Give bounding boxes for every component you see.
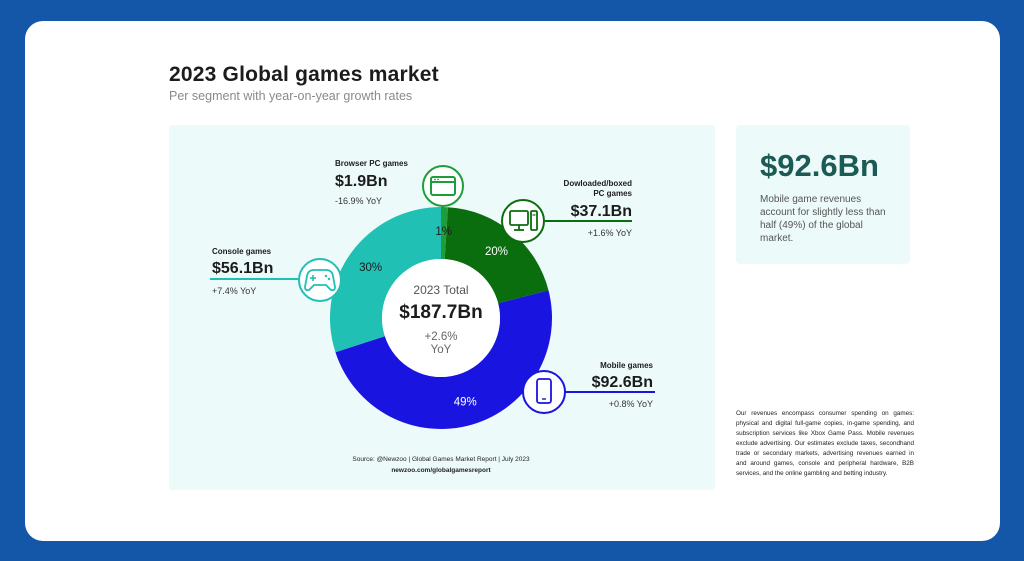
- label-mobile-name: Mobile games: [600, 361, 653, 370]
- mobile-highlight-panel: [736, 125, 910, 264]
- label-pc-value: $37.1Bn: [571, 203, 632, 220]
- donut-hole: [382, 259, 500, 377]
- source-url: newzoo.com/globalgamesreport: [391, 467, 491, 474]
- label-pc-name-2: PC games: [593, 189, 632, 198]
- gamepad-icon: [298, 258, 342, 302]
- center-total: $187.7Bn: [399, 302, 482, 323]
- slice-browser-pc-games: [441, 207, 448, 260]
- browser-window-icon: [422, 165, 464, 207]
- slice-mobile-games: [335, 290, 553, 430]
- label-mobile-value: $92.6Bn: [592, 374, 653, 391]
- slice-dowloaded-boxed-pc-games: [444, 207, 549, 304]
- label-console-value: $56.1Bn: [212, 260, 273, 277]
- percent-label: 49%: [454, 397, 477, 409]
- label-console-yoy: +7.4% YoY: [212, 286, 256, 296]
- center-growth: +2.6%: [425, 331, 458, 343]
- center-label: 2023 Total: [413, 283, 468, 297]
- label-pc-name-1: Dowloaded/boxed: [564, 179, 633, 188]
- label-browser-name: Browser PC games: [335, 159, 408, 168]
- label-pc-yoy: +1.6% YoY: [588, 228, 632, 238]
- label-console-name: Console games: [212, 247, 272, 256]
- desktop-computer-icon: [501, 199, 545, 243]
- label-browser-yoy: -16.9% YoY: [335, 196, 382, 206]
- mobile-highlight-description: Mobile game revenues account for slightl…: [760, 194, 886, 244]
- percent-label: 30%: [359, 262, 382, 274]
- label-browser-value: $1.9Bn: [335, 173, 387, 190]
- percent-label: 20%: [485, 246, 508, 258]
- mobile-highlight-value: $92.6Bn: [760, 148, 879, 183]
- center-yoy: YoY: [431, 344, 452, 356]
- page-subtitle: Per segment with year-on-year growth rat…: [169, 89, 413, 103]
- source-line: Source: @Newzoo | Global Games Market Re…: [352, 456, 530, 463]
- methodology-footnote: Our revenues encompass consumer spending…: [736, 410, 914, 477]
- percent-label: 1%: [435, 226, 452, 238]
- slice-console-games: [330, 207, 441, 353]
- smartphone-icon: [522, 370, 566, 414]
- page-title: 2023 Global games market: [169, 63, 439, 86]
- label-mobile-yoy: +0.8% YoY: [609, 399, 653, 409]
